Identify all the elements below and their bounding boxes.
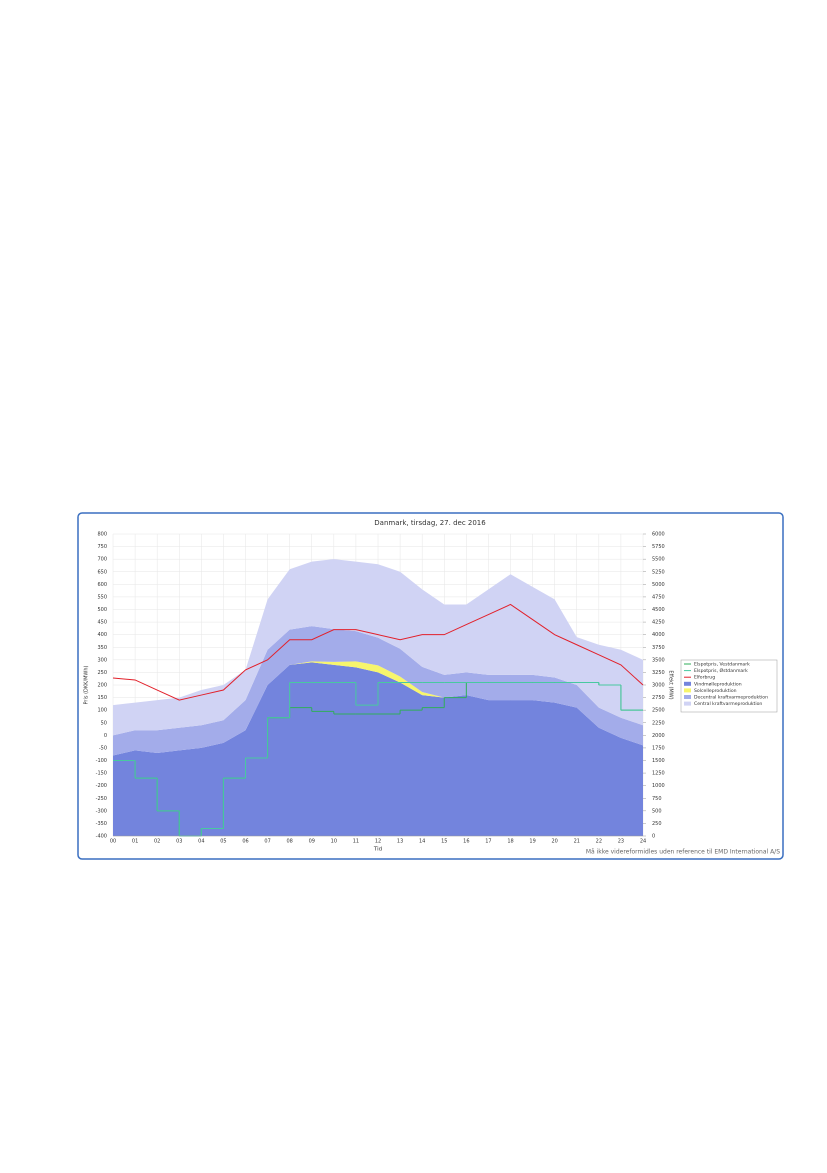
x-tick-label: 08 <box>286 839 292 845</box>
y2-tick-label: 2750 <box>652 695 665 701</box>
x-axis-label: Tid <box>373 847 382 853</box>
y-tick-label: 600 <box>97 582 107 588</box>
y2-tick-label: 4000 <box>652 632 665 638</box>
x-tick-label: 20 <box>551 839 557 845</box>
y2-tick-label: 750 <box>652 796 662 802</box>
y2-axis-label: Effekt (MW) <box>668 670 674 699</box>
y2-tick-label: 2000 <box>652 733 665 739</box>
line <box>112 603 644 701</box>
y-tick-label: -150 <box>96 771 107 777</box>
legend-label: Elspotpris, Østdanmark <box>694 667 748 674</box>
y2-tick-label: 5250 <box>652 569 665 575</box>
x-tick-label: 21 <box>574 839 580 845</box>
y-tick-label: 0 <box>104 733 107 739</box>
area <box>113 559 643 736</box>
legend-swatch <box>684 688 691 693</box>
y2-tick-label: 250 <box>652 821 662 827</box>
y-tick-label: -300 <box>96 808 107 814</box>
x-tick-label: 14 <box>419 839 425 845</box>
x-tick-label: 10 <box>331 839 337 845</box>
x-tick-label: 18 <box>507 839 513 845</box>
y-tick-label: -400 <box>96 834 107 840</box>
x-tick-label: 01 <box>132 839 138 845</box>
y-tick-label: 350 <box>97 645 107 651</box>
x-tick-label: 02 <box>154 839 160 845</box>
x-tick-label: 17 <box>485 839 491 845</box>
area <box>113 626 643 756</box>
plot <box>112 533 644 837</box>
x-tick-label: 07 <box>264 839 270 845</box>
y2-tick-label: 4500 <box>652 607 665 613</box>
legend-label: Vindmølleproduktion <box>694 681 742 687</box>
x-tick-label: 12 <box>375 839 381 845</box>
y2-tick-label: 5500 <box>652 557 665 563</box>
y-tick-label: -250 <box>96 796 107 802</box>
y2-tick-label: 6000 <box>652 532 665 538</box>
y2-tick-label: 4750 <box>652 594 665 600</box>
y-tick-label: 750 <box>97 544 107 550</box>
x-tick-label: 22 <box>596 839 602 845</box>
y-tick-label: 450 <box>97 620 107 626</box>
y-tick-label: 650 <box>97 569 107 575</box>
area <box>113 662 643 836</box>
y-axis-label: Pris (DKK/MWh) <box>84 665 90 704</box>
y2-tick-label: 5750 <box>652 544 665 550</box>
y-tick-label: 100 <box>97 708 107 714</box>
x-tick-label: 00 <box>110 839 116 845</box>
x-tick-label: 19 <box>529 839 535 845</box>
legend-swatch <box>684 701 691 706</box>
legend-box <box>680 659 778 713</box>
x-tick-label: 16 <box>463 839 469 845</box>
y2-tick-label: 0 <box>652 834 655 840</box>
legend-swatch <box>684 681 691 686</box>
y2-tick-label: 1000 <box>652 783 665 789</box>
y2-tick-label: 5000 <box>652 582 665 588</box>
y2-tick-label: 1250 <box>652 771 665 777</box>
y2-tick-label: 2250 <box>652 720 665 726</box>
legend-label: Elforbrug <box>694 675 715 681</box>
y-tick-label: 250 <box>97 670 107 676</box>
x-tick-label: 05 <box>220 839 226 845</box>
x-tick-label: 24 <box>640 839 646 845</box>
y-tick-label: -100 <box>96 758 107 764</box>
y-tick-label: -350 <box>96 821 107 827</box>
legend-label: Elspotpris, Vestdanmark <box>694 662 750 668</box>
y2-tick-label: 500 <box>652 808 662 814</box>
y-tick-label: -200 <box>96 783 107 789</box>
x-tick-label: 13 <box>397 839 403 845</box>
legend-swatch <box>684 695 691 699</box>
y-tick-label: 500 <box>97 607 107 613</box>
y2-tick-label: 1750 <box>652 745 665 751</box>
x-tick-label: 04 <box>198 839 204 845</box>
y-tick-label: 300 <box>97 657 107 663</box>
y-tick-label: 550 <box>97 594 107 600</box>
legend-label: Solcelleproduktion <box>694 688 737 694</box>
y2-tick-label: 3500 <box>652 657 665 663</box>
x-tick-label: 09 <box>309 839 315 845</box>
x-tick-label: 03 <box>176 839 182 845</box>
x-tick-label: 23 <box>618 839 624 845</box>
legend-label: Decentral kraftvarmeproduktion <box>694 695 768 701</box>
legend-label: Central kraftvarmeproduktion <box>694 701 762 707</box>
y2-tick-label: 3750 <box>652 645 665 651</box>
y-tick-label: 700 <box>97 557 107 563</box>
y-tick-label: 800 <box>97 532 107 538</box>
y-tick-label: 150 <box>97 695 107 701</box>
y-tick-label: -50 <box>99 745 107 751</box>
footnote: Må ikke videreformidles uden reference t… <box>586 849 780 856</box>
y-tick-label: 200 <box>97 683 107 689</box>
y2-tick-label: 4250 <box>652 620 665 626</box>
x-tick-label: 11 <box>353 839 359 845</box>
chart-title: Danmark, tirsdag, 27. dec 2016 <box>374 519 486 527</box>
x-tick-label: 06 <box>242 839 248 845</box>
x-tick-label: 15 <box>441 839 447 845</box>
y2-tick-label: 3000 <box>652 683 665 689</box>
y2-tick-label: 3250 <box>652 670 665 676</box>
y2-tick-label: 2500 <box>652 708 665 714</box>
y2-tick-label: 1500 <box>652 758 665 764</box>
y-tick-label: 50 <box>101 720 107 726</box>
y-tick-label: 400 <box>97 632 107 638</box>
